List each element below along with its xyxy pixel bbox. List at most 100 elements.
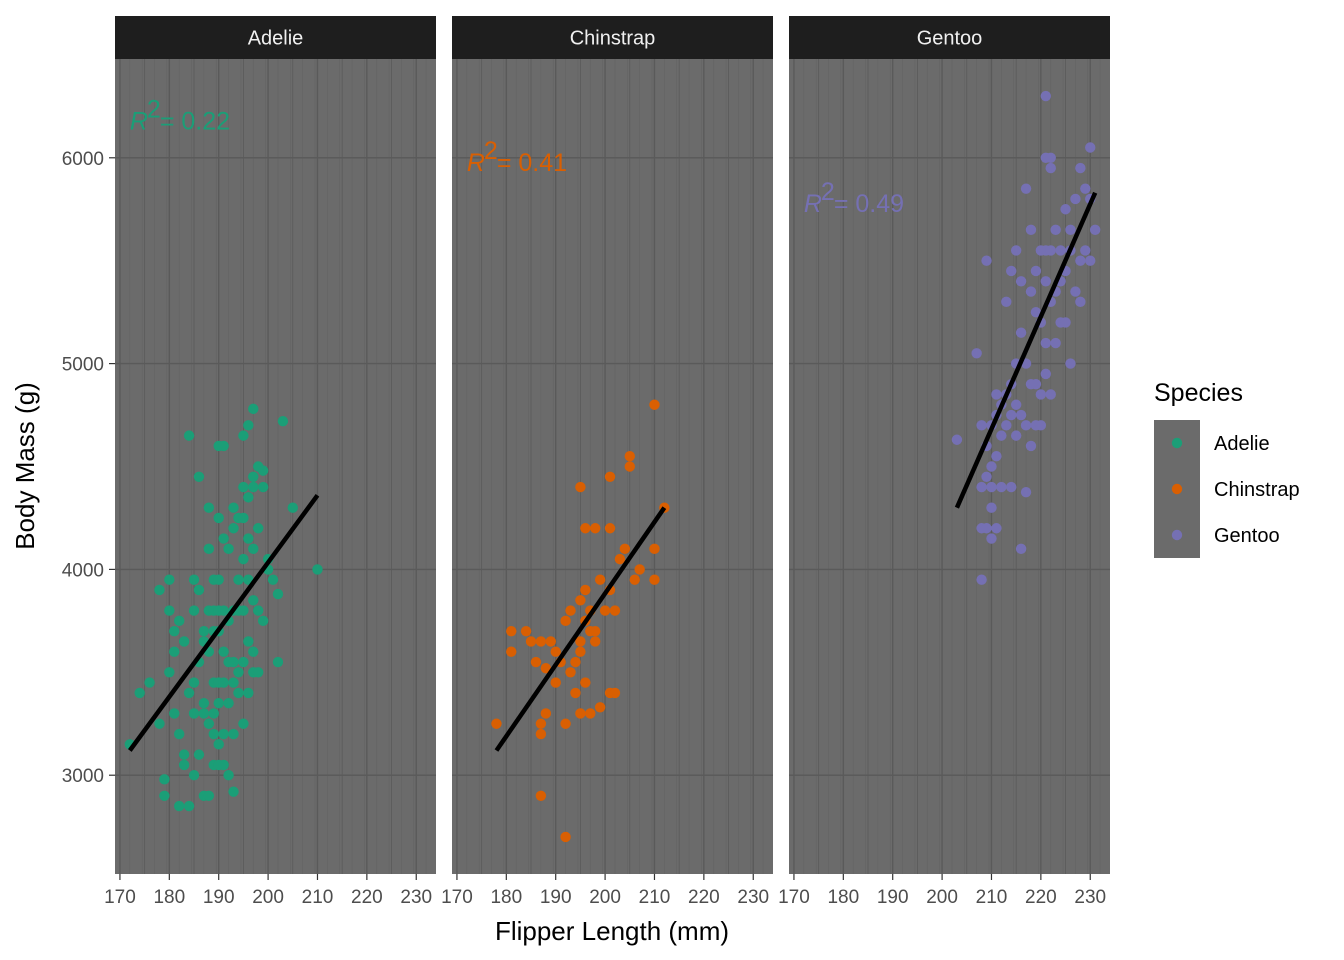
data-point-adelie (287, 502, 298, 513)
data-point-adelie (248, 646, 259, 657)
data-point-gentoo (1025, 286, 1037, 297)
data-point-gentoo (986, 481, 997, 493)
regression-line (954, 191, 1098, 509)
legend-key-adelie (1171, 437, 1183, 449)
data-point-chinstrap (624, 451, 635, 462)
data-point-adelie (243, 687, 254, 699)
x-tick-label: 230 (1074, 887, 1106, 908)
data-point-adelie (198, 708, 210, 719)
data-point-gentoo (1075, 296, 1086, 308)
data-point-adelie (164, 667, 175, 678)
r-squared-annotation: R (804, 190, 822, 218)
data-point-gentoo (1085, 142, 1096, 153)
data-point-adelie (228, 786, 239, 797)
data-point-adelie (213, 574, 224, 585)
data-point-adelie (169, 646, 180, 657)
data-point-gentoo (1075, 255, 1086, 266)
x-tick-label: 190 (540, 887, 572, 908)
data-point-gentoo (1010, 430, 1022, 441)
data-point-chinstrap (604, 523, 616, 534)
data-point-adelie (203, 790, 215, 801)
y-tick-label: 5000 (62, 355, 104, 376)
data-point-adelie (218, 646, 229, 657)
axes-layer: 170 180 190 200 210 220 230 170 180 190 200 210 220 2… (62, 149, 1106, 908)
y-axis-title: Body Mass (g) (10, 382, 40, 550)
data-point-adelie (277, 416, 289, 427)
data-point-adelie (228, 728, 239, 740)
x-tick-label: 190 (203, 887, 235, 908)
data-point-gentoo (1035, 389, 1047, 400)
data-point-adelie (248, 543, 259, 555)
data-point-chinstrap (570, 687, 581, 699)
facet-panel-chinstrap: Chinstrap R2 = 0.41 (452, 16, 773, 874)
data-point-adelie (233, 574, 244, 585)
data-point-adelie (193, 749, 205, 760)
facet-strip-label: Chinstrap (570, 28, 656, 50)
facet-strip-label: Adelie (248, 28, 304, 50)
data-point-chinstrap (560, 831, 571, 843)
data-point-gentoo (1030, 378, 1042, 390)
legend-key-chinstrap (1171, 483, 1183, 495)
y-tick-label: 6000 (62, 149, 104, 170)
x-tick-label: 180 (490, 887, 522, 908)
x-tick-label: 180 (153, 887, 185, 908)
x-tick-label: 220 (351, 887, 383, 908)
x-tick-label: 170 (104, 887, 136, 908)
data-point-chinstrap (575, 481, 586, 493)
data-point-chinstrap (550, 646, 561, 657)
data-point-adelie (238, 512, 249, 524)
data-point-chinstrap (649, 399, 660, 410)
data-point-gentoo (1045, 245, 1056, 256)
data-point-gentoo (1060, 204, 1071, 215)
data-point-chinstrap (580, 523, 591, 534)
data-point-gentoo (991, 523, 1002, 534)
data-point-gentoo (1050, 337, 1061, 349)
facet-strip (115, 16, 436, 59)
r-squared-superscript: 2 (484, 137, 498, 165)
legend: Species Adelie Chinstrap Gentoo (1154, 379, 1300, 558)
data-point-gentoo (1020, 420, 1032, 431)
x-tick-label: 230 (737, 887, 769, 908)
data-point-adelie (218, 605, 229, 616)
data-point-gentoo (976, 420, 987, 431)
data-point-chinstrap (535, 728, 547, 740)
r-squared-value: = 0.41 (497, 149, 567, 177)
data-point-gentoo (976, 574, 987, 585)
regression-line (128, 493, 320, 752)
data-point-adelie (272, 588, 284, 600)
data-point-gentoo (1045, 162, 1056, 174)
data-point-gentoo (1030, 265, 1042, 277)
panel-background (789, 59, 1110, 874)
data-point-gentoo (1020, 487, 1032, 498)
data-point-gentoo (1040, 368, 1052, 380)
data-point-adelie (203, 718, 215, 729)
data-point-gentoo (1030, 306, 1042, 318)
data-point-chinstrap (575, 595, 586, 606)
data-point-chinstrap (520, 625, 532, 637)
data-point-adelie (188, 605, 200, 616)
data-point-gentoo (1015, 276, 1027, 287)
legend-label-adelie: Adelie (1214, 433, 1270, 455)
data-point-adelie (208, 728, 219, 740)
r-squared-annotation: R (130, 108, 148, 136)
y-tick-label: 4000 (62, 560, 104, 581)
x-tick-label: 200 (252, 887, 284, 908)
data-point-adelie (218, 440, 229, 452)
data-point-adelie (312, 564, 323, 575)
data-point-gentoo (1006, 481, 1017, 493)
data-point-gentoo (1080, 183, 1091, 194)
data-point-gentoo (951, 434, 963, 445)
data-point-adelie (164, 574, 175, 585)
data-point-adelie (228, 677, 239, 688)
y-tick-label: 3000 (62, 766, 104, 787)
data-point-chinstrap (506, 646, 517, 657)
r-squared-superscript: 2 (147, 96, 161, 124)
data-point-adelie (178, 749, 190, 760)
data-point-chinstrap (535, 790, 547, 801)
facet-panel-adelie: Adelie R2 = 0.22 (115, 16, 436, 874)
data-point-adelie (174, 728, 185, 740)
data-point-gentoo (986, 502, 997, 513)
data-point-gentoo (1065, 224, 1076, 236)
data-point-adelie (223, 770, 234, 781)
